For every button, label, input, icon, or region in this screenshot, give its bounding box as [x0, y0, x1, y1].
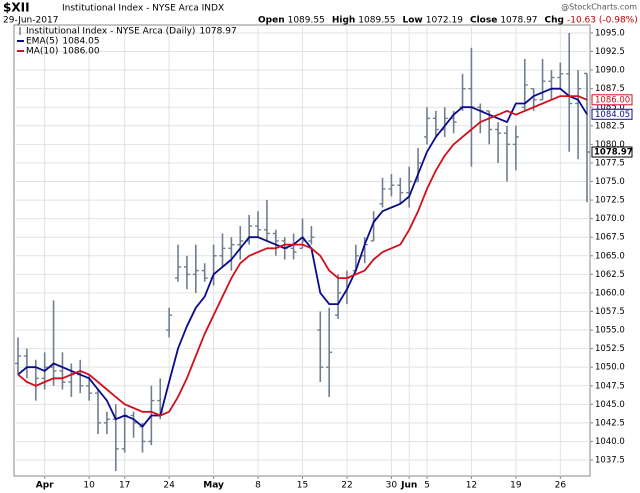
x-tick-label: 5: [424, 481, 430, 491]
last-value-box: [591, 108, 633, 120]
quote-value: 1089.55: [358, 16, 395, 26]
y-tick-label: 1042.5: [595, 418, 625, 428]
quote-value: 1089.55: [288, 16, 325, 26]
chart-title: $XII: [3, 1, 30, 15]
y-tick-label: 1040.0: [595, 437, 625, 447]
y-tick-label: 1060.0: [595, 288, 625, 298]
chart-subtitle: Institutional Index - NYSE Arca INDX: [62, 4, 224, 14]
y-tick-label: 1072.5: [595, 196, 625, 206]
x-tick-label: 15: [297, 481, 308, 491]
x-tick-label: Jun: [400, 481, 417, 491]
credit: @StockCharts.com: [561, 3, 637, 12]
x-tick-label: Apr: [36, 481, 54, 491]
indicator-line: [17, 95, 588, 417]
legend-value: 1086.00: [62, 47, 99, 57]
x-tick-label: 24: [163, 481, 175, 491]
y-tick-label: 1067.5: [595, 233, 625, 243]
y-tick-label: 1075.0: [595, 177, 625, 187]
y-tick-label: 1077.5: [595, 158, 625, 168]
legend-label: Institutional Index - NYSE Arca (Daily): [26, 27, 195, 37]
legend-value: 1084.05: [62, 37, 99, 47]
legend-label: EMA(5): [26, 37, 58, 47]
y-tick-label: 1065.0: [595, 251, 625, 261]
y-tick-label: 1062.5: [595, 270, 625, 280]
last-close-box: [591, 146, 633, 158]
quote: Open 1089.55 High 1089.55 Low 1072.19 Close 107…: [258, 16, 638, 26]
x-tick-label: 12: [466, 481, 477, 491]
y-tick-label: 1085.0: [595, 103, 625, 113]
legend-label: MA(10): [26, 47, 58, 57]
y-tick-label: 1047.5: [595, 381, 625, 391]
y-tick-label: 1070.0: [595, 214, 625, 224]
x-tick-label: 19: [510, 481, 522, 491]
y-tick-label: 1082.5: [595, 121, 625, 131]
quote-value: 1072.19: [426, 16, 463, 26]
x-tick-label: 26: [555, 481, 567, 491]
y-tick-label: 1095.0: [595, 28, 625, 38]
y-tick-label: 1080.0: [595, 140, 625, 150]
last-close-label: 1078.97: [594, 148, 633, 158]
y-tick-label: 1055.0: [595, 326, 625, 336]
date: 29-Jun-2017: [3, 16, 58, 26]
last-value-label: 1084.05: [595, 110, 630, 120]
x-tick-label: 22: [341, 481, 352, 491]
y-tick-label: 1045.0: [595, 400, 625, 410]
x-tick-label: 8: [255, 481, 261, 491]
x-tick-label: 30: [386, 481, 398, 491]
y-tick-label: 1087.5: [595, 84, 625, 94]
quote-label: Chg: [545, 16, 564, 26]
quote-label: High: [332, 16, 355, 26]
last-value-label: 1086.00: [595, 95, 630, 105]
quote-label: Low: [403, 16, 423, 26]
y-tick-label: 1092.5: [595, 47, 625, 57]
y-tick-label: 1052.5: [595, 344, 625, 354]
y-tick-label: 1090.0: [595, 66, 625, 76]
legend: Institutional Index - NYSE Arca (Daily) 1…: [17, 27, 237, 57]
y-tick-label: 1057.5: [595, 307, 625, 317]
y-tick-label: 1050.0: [595, 363, 625, 373]
legend-value: 1078.97: [199, 27, 236, 37]
x-tick-label: 17: [119, 481, 130, 491]
quote-label: Open: [258, 16, 285, 26]
indicator-line: [17, 87, 588, 428]
y-tick-label: 1037.5: [595, 456, 625, 466]
x-tick-label: 10: [83, 481, 95, 491]
quote-value: 1078.97: [500, 16, 537, 26]
quote-label: Close: [470, 16, 497, 26]
last-value-box: [591, 94, 633, 106]
x-tick-label: May: [203, 481, 224, 491]
quote-value: -10.63 (-0.98%): [567, 16, 638, 26]
